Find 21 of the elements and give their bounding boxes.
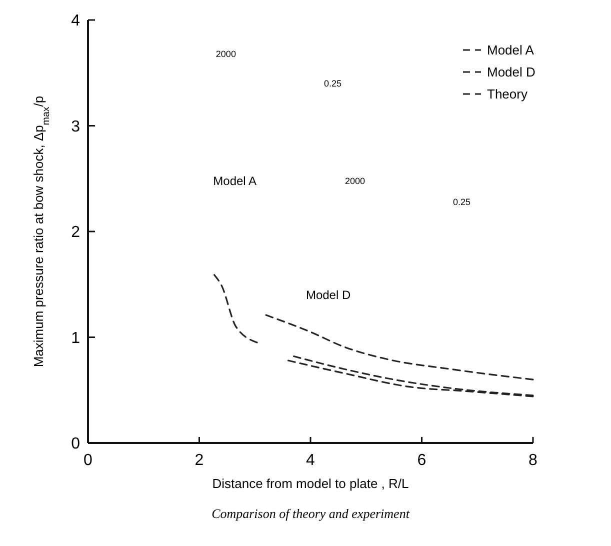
x-tick-label: 4: [306, 452, 316, 469]
y-tick-label: 4: [71, 12, 80, 30]
y-tick-label: 0: [71, 436, 80, 453]
annotation: Model A: [213, 174, 257, 188]
x-axis-title: Distance from model to plate , R/L: [212, 476, 409, 491]
x-tick-label: 8: [528, 452, 538, 469]
annotation: Model D: [306, 288, 351, 302]
x-tick-label: 6: [417, 452, 426, 469]
x-tick-label: 0: [84, 452, 93, 469]
legend-label: Model A: [487, 42, 534, 58]
y-tick-label: 3: [71, 118, 80, 136]
annotation: 0.25: [453, 197, 471, 208]
legend-label: Theory: [487, 86, 528, 102]
x-tick-label: 2: [194, 452, 204, 469]
legend-label: Model D: [487, 64, 536, 80]
annotation: 2000: [344, 176, 366, 186]
annotation: 2000: [216, 48, 236, 59]
text: Comparison of theory and experiment: [212, 506, 410, 521]
annotation: 0.25: [324, 78, 342, 89]
y-tick-label: 1: [71, 330, 80, 347]
y-tick-label: 2: [71, 224, 80, 242]
